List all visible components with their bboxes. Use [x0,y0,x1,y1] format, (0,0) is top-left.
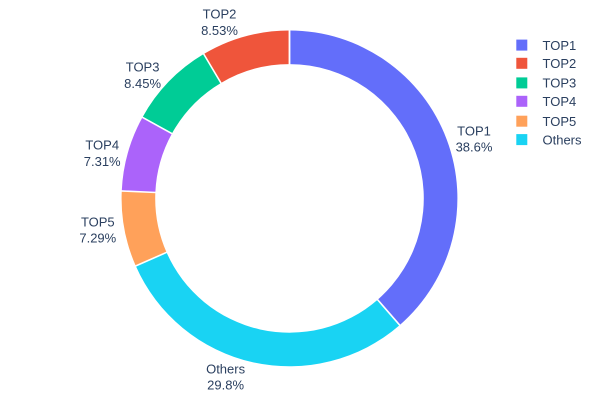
svg-text:8.45%: 8.45% [124,76,161,91]
svg-text:TOP1: TOP1 [543,38,577,53]
svg-text:29.8%: 29.8% [207,378,244,393]
svg-text:Others: Others [543,132,583,147]
svg-text:8.53%: 8.53% [201,23,238,38]
svg-text:TOP4: TOP4 [543,94,577,109]
svg-text:38.6%: 38.6% [456,140,493,155]
svg-text:TOP5: TOP5 [543,114,577,129]
svg-text:TOP4: TOP4 [85,138,119,153]
svg-text:7.29%: 7.29% [79,230,116,245]
svg-text:7.31%: 7.31% [84,154,121,169]
svg-text:TOP5: TOP5 [81,214,115,229]
svg-text:TOP1: TOP1 [457,124,491,139]
svg-text:Others: Others [206,362,246,377]
svg-text:TOP3: TOP3 [543,76,577,91]
svg-text:TOP3: TOP3 [126,60,160,75]
svg-text:TOP2: TOP2 [203,7,237,22]
svg-text:TOP2: TOP2 [543,56,577,71]
